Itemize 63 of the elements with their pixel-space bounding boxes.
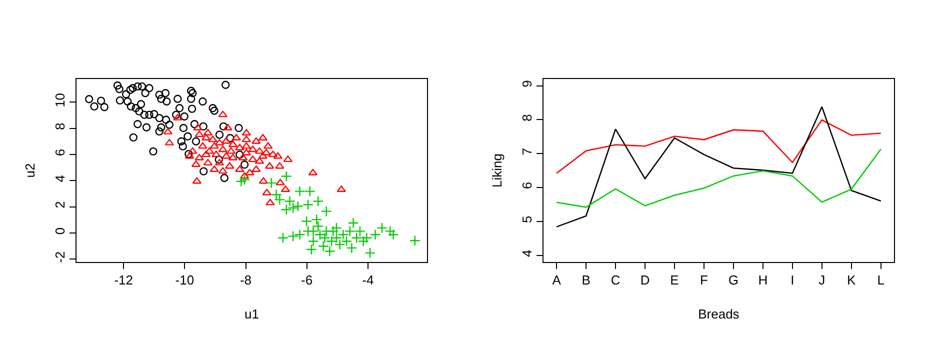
point — [308, 236, 319, 247]
point — [294, 186, 306, 197]
point — [312, 220, 324, 232]
x-tick-label: J — [818, 272, 826, 288]
point — [266, 177, 277, 188]
y-tick-label: 2 — [52, 201, 68, 208]
point — [320, 206, 332, 217]
point — [239, 174, 250, 186]
point — [294, 229, 306, 240]
point — [311, 214, 322, 226]
point — [288, 230, 299, 242]
point — [376, 222, 388, 234]
y-tick-label: 9 — [519, 80, 534, 88]
y-tick-label: 6 — [519, 182, 534, 190]
point — [348, 217, 359, 228]
x-tick-label: -10 — [175, 272, 194, 288]
point — [409, 235, 420, 246]
y-tick-label: 5 — [519, 216, 534, 224]
point — [388, 229, 399, 240]
point — [301, 216, 312, 227]
point — [280, 204, 292, 216]
x-tick-label: A — [552, 272, 562, 288]
x-tick-label: I — [790, 272, 794, 288]
x-tick-label: L — [877, 272, 884, 288]
x-axis-title: u1 — [244, 306, 259, 322]
x-tick-label: C — [610, 272, 620, 288]
y-tick-label: 8 — [519, 114, 534, 122]
point — [306, 244, 317, 256]
line-series — [556, 148, 882, 208]
x-tick-label: G — [728, 272, 739, 288]
y-tick-label: -2 — [52, 251, 68, 263]
x-tick-label: -6 — [301, 272, 313, 288]
x-tick-label: D — [640, 272, 650, 288]
y-tick-label: 4 — [52, 175, 68, 182]
x-tick-label: H — [758, 272, 768, 288]
y-tick-label: 10 — [52, 92, 68, 108]
x-tick-label: -4 — [362, 272, 374, 288]
point — [364, 247, 376, 258]
point — [292, 200, 304, 212]
y-tick-label: 4 — [519, 250, 534, 257]
y-axis-title: u2 — [22, 163, 38, 178]
point — [304, 186, 316, 197]
x-tick-label: F — [700, 272, 708, 288]
point — [236, 176, 247, 187]
x-tick-label: B — [582, 272, 590, 288]
point — [302, 199, 314, 210]
point — [384, 226, 396, 237]
x-tick-label: K — [847, 272, 856, 288]
line-series — [556, 106, 882, 228]
x-tick-label: E — [670, 272, 680, 288]
point — [312, 196, 324, 207]
y-axis-title: Liking — [489, 154, 504, 188]
y-tick-label: 7 — [519, 148, 534, 156]
y-tick-label: 0 — [52, 227, 68, 235]
y-tick-label: 8 — [52, 122, 68, 130]
y-tick-label: 6 — [52, 148, 68, 156]
x-tick-label: -8 — [240, 272, 252, 288]
x-tick-label: -12 — [114, 272, 134, 288]
line-series — [556, 119, 882, 174]
point — [280, 170, 292, 182]
point — [370, 229, 381, 240]
x-axis-title: Breads — [698, 306, 740, 322]
point — [278, 232, 289, 244]
